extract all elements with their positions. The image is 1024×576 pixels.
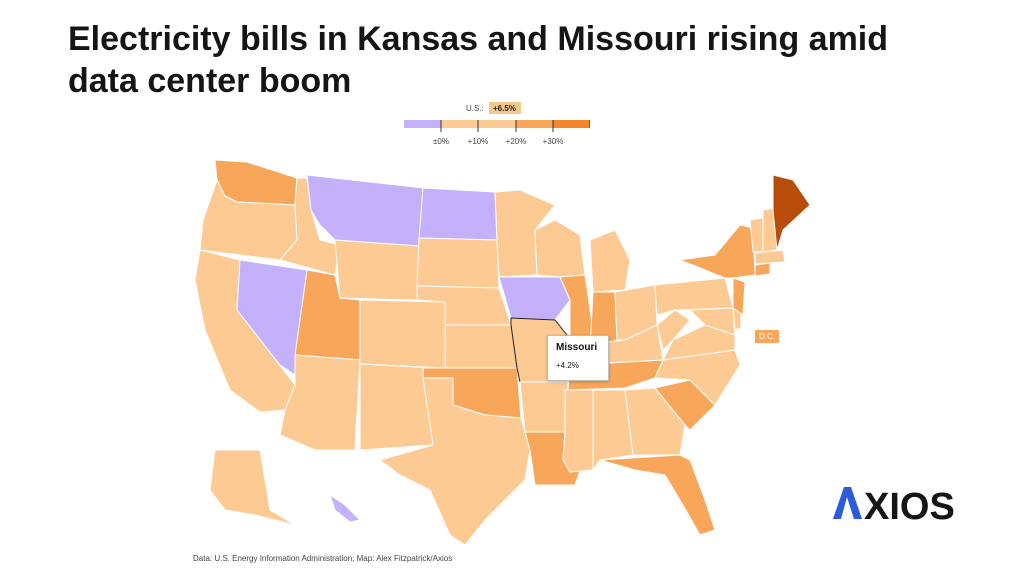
state-nd[interactable] — [418, 187, 498, 241]
state-ct[interactable] — [754, 262, 771, 277]
state-wy[interactable] — [334, 239, 420, 301]
axios-logo-text: XIOS — [864, 486, 955, 523]
state-wv[interactable] — [656, 309, 691, 351]
legend-tick-30: +30% — [543, 137, 564, 146]
state-co[interactable] — [359, 299, 446, 369]
us-value: +6.5% — [493, 104, 516, 113]
legend-tick-0: ±0% — [433, 137, 449, 146]
state-ny[interactable] — [679, 224, 756, 279]
dc-label[interactable]: D.C. — [755, 330, 779, 343]
axios-logo-a-accent — [833, 487, 862, 519]
tooltip-state-name: Missouri — [556, 342, 598, 353]
legend-tick-10: +10% — [468, 137, 489, 146]
headline-line-1: Electricity bills in Kansas and Missouri… — [68, 20, 889, 58]
state-az[interactable] — [279, 354, 361, 451]
state-mt[interactable] — [306, 174, 424, 247]
axios-logo: XIOS — [833, 486, 955, 523]
headline: Electricity bills in Kansas and Missouri… — [68, 18, 968, 102]
state-sd[interactable] — [416, 237, 500, 289]
state-tx[interactable] — [379, 377, 531, 546]
state-hi[interactable] — [329, 494, 361, 523]
state-ia[interactable] — [498, 276, 571, 321]
legend-bin-10-20 — [516, 120, 553, 128]
state-ar[interactable] — [519, 381, 569, 433]
state-ms[interactable] — [562, 389, 594, 473]
state-mi[interactable] — [589, 229, 631, 293]
us-value-badge — [489, 102, 521, 114]
state-me[interactable] — [772, 174, 811, 251]
state-ak[interactable] — [209, 449, 296, 526]
state-sc[interactable] — [654, 379, 716, 431]
state-ks[interactable] — [444, 324, 518, 369]
color-legend: U.S.: +6.5% — [380, 98, 620, 158]
state-al[interactable] — [592, 389, 634, 471]
state-ma[interactable] — [754, 249, 786, 265]
missouri-tooltip: Missouri +4.2% — [547, 335, 609, 381]
state-nv[interactable] — [236, 259, 308, 376]
state-fl[interactable] — [599, 454, 716, 536]
legend-bin-negative — [404, 120, 441, 128]
state-nj[interactable] — [732, 277, 746, 316]
us-choropleth-map — [194, 159, 811, 546]
source-credit: Data: U.S. Energy Information Administra… — [193, 554, 453, 563]
us-label: U.S.: — [466, 104, 484, 113]
state-wi[interactable] — [534, 219, 586, 278]
state-ga[interactable] — [624, 387, 686, 456]
tooltip-value: +4.2% — [556, 361, 579, 370]
state-md[interactable] — [689, 307, 736, 336]
headline-line-2: data center boom — [68, 62, 352, 100]
legend-tick-20: +20% — [506, 137, 527, 146]
